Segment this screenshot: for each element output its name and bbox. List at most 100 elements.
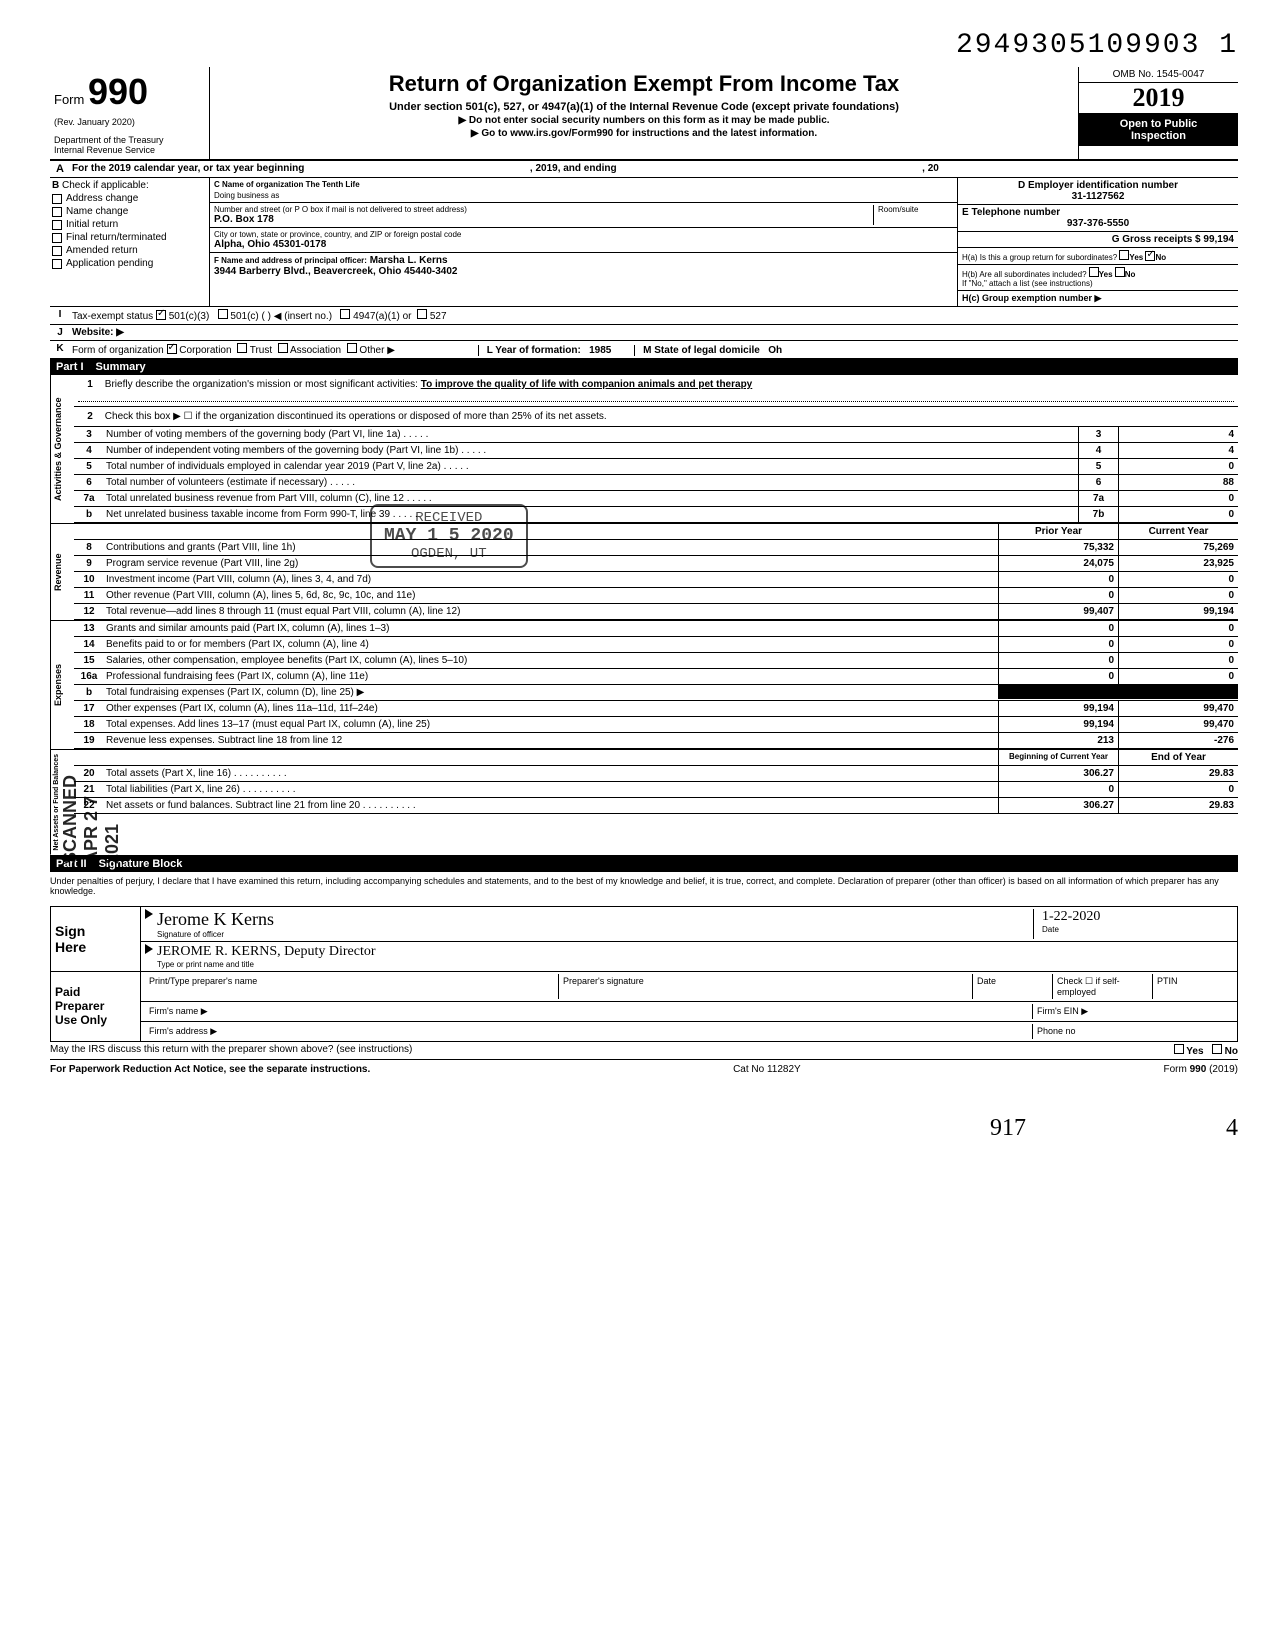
row-desc: Grants and similar amounts paid (Part IX… bbox=[104, 621, 998, 636]
vtab-governance: Activities & Governance bbox=[50, 375, 74, 523]
current-val: 0 bbox=[1118, 572, 1238, 587]
room-label: Room/suite bbox=[878, 205, 953, 214]
row-num: 12 bbox=[74, 604, 104, 619]
org-name-label: C Name of organization The Tenth Life bbox=[214, 180, 953, 189]
hb-yes-checkbox[interactable] bbox=[1089, 267, 1099, 277]
chk-assoc[interactable] bbox=[278, 343, 288, 353]
mission-num: 1 bbox=[78, 379, 102, 390]
label-initial-return: Initial return bbox=[66, 219, 118, 230]
vtab-net-assets: Net Assets or Fund Balances bbox=[50, 750, 74, 855]
ha-yes: Yes bbox=[1129, 253, 1143, 262]
ha-yes-checkbox[interactable] bbox=[1119, 250, 1129, 260]
phone-label: E Telephone number bbox=[962, 207, 1060, 218]
ha-no-checkbox[interactable] bbox=[1145, 251, 1155, 261]
checkbox-name-change[interactable] bbox=[52, 207, 62, 217]
irs-discuss-no[interactable] bbox=[1212, 1044, 1222, 1054]
chk-501c[interactable] bbox=[218, 309, 228, 319]
form-dept: Department of the Treasury Internal Reve… bbox=[54, 135, 205, 155]
chk-corp[interactable] bbox=[167, 344, 177, 354]
triangle-icon bbox=[145, 909, 153, 919]
end-year-header: End of Year bbox=[1118, 750, 1238, 765]
printed-sublabel: Type or print name and title bbox=[157, 960, 1233, 969]
row-num: b bbox=[74, 685, 104, 700]
row-box: 4 bbox=[1078, 443, 1118, 458]
current-val: 99,470 bbox=[1118, 701, 1238, 716]
row-desc: Revenue less expenses. Subtract line 18 … bbox=[104, 733, 998, 748]
opt-4947: 4947(a)(1) or bbox=[353, 311, 411, 322]
perjury-statement: Under penalties of perjury, I declare th… bbox=[50, 872, 1238, 900]
hc-label: H(c) Group exemption number ▶ bbox=[962, 293, 1101, 303]
self-employed-label: Check ☐ if self-employed bbox=[1053, 974, 1153, 999]
row-num: 8 bbox=[74, 540, 104, 555]
opt-501c: 501(c) ( bbox=[230, 311, 264, 322]
hb-no-checkbox[interactable] bbox=[1115, 267, 1125, 277]
current-val: 0 bbox=[1118, 669, 1238, 684]
current-val: 23,925 bbox=[1118, 556, 1238, 571]
city-value: Alpha, Ohio 45301-0178 bbox=[214, 239, 953, 250]
dba-label: Doing business as bbox=[214, 191, 953, 200]
opt-other: Other ▶ bbox=[359, 345, 394, 356]
chk-527[interactable] bbox=[417, 309, 427, 319]
chk-trust[interactable] bbox=[237, 343, 247, 353]
row-desc: Net assets or fund balances. Subtract li… bbox=[104, 798, 998, 813]
chk-4947[interactable] bbox=[340, 309, 350, 319]
checkbox-amended[interactable] bbox=[52, 246, 62, 256]
row-k: K Form of organization Corporation Trust… bbox=[50, 341, 1238, 359]
row-desc: Total fundraising expenses (Part IX, col… bbox=[104, 685, 998, 700]
revenue-row: 12 Total revenue—add lines 8 through 11 … bbox=[74, 604, 1238, 620]
begin-val: 306.27 bbox=[998, 798, 1118, 813]
expense-row: 19 Revenue less expenses. Subtract line … bbox=[74, 733, 1238, 749]
chk-other[interactable] bbox=[347, 343, 357, 353]
row-a-label: A bbox=[50, 161, 70, 177]
row-j: J Website: ▶ bbox=[50, 325, 1238, 341]
revenue-row: 8 Contributions and grants (Part VIII, l… bbox=[74, 540, 1238, 556]
gov-row: 5 Total number of individuals employed i… bbox=[74, 459, 1238, 475]
label-final-return: Final return/terminated bbox=[66, 232, 167, 243]
row-i-label: I bbox=[50, 307, 70, 324]
check-if-applicable: Check if applicable: bbox=[62, 180, 149, 191]
checkbox-initial-return[interactable] bbox=[52, 220, 62, 230]
revenue-row: 11 Other revenue (Part VIII, column (A),… bbox=[74, 588, 1238, 604]
balance-header-row: Beginning of Current Year End of Year bbox=[74, 750, 1238, 766]
end-val: 0 bbox=[1118, 782, 1238, 797]
triangle-icon-2 bbox=[145, 944, 153, 954]
balance-row: 21 Total liabilities (Part X, line 26) .… bbox=[74, 782, 1238, 798]
row-j-label: J bbox=[50, 325, 70, 340]
row-num: 15 bbox=[74, 653, 104, 668]
row-val: 0 bbox=[1118, 507, 1238, 522]
row-a-end: , 20 bbox=[922, 163, 939, 174]
org-name: The Tenth Life bbox=[306, 180, 360, 189]
form-of-org-label: Form of organization bbox=[72, 345, 164, 356]
row-desc: Investment income (Part VIII, column (A)… bbox=[104, 572, 998, 587]
governance-section: Activities & Governance 1 Briefly descri… bbox=[50, 375, 1238, 524]
prior-val: 0 bbox=[998, 621, 1118, 636]
footer-left: For Paperwork Reduction Act Notice, see … bbox=[50, 1064, 370, 1075]
expense-row: 16a Professional fundraising fees (Part … bbox=[74, 669, 1238, 685]
prior-val: 0 bbox=[998, 669, 1118, 684]
prior-val: 0 bbox=[998, 572, 1118, 587]
checkbox-application-pending[interactable] bbox=[52, 259, 62, 269]
expense-row: 17 Other expenses (Part IX, column (A), … bbox=[74, 701, 1238, 717]
ein-label: D Employer identification number bbox=[1018, 180, 1178, 191]
chk-501c3[interactable] bbox=[156, 310, 166, 320]
row-box: 5 bbox=[1078, 459, 1118, 474]
label-application-pending: Application pending bbox=[66, 258, 153, 269]
officer-label: F Name and address of principal officer: bbox=[214, 256, 367, 265]
irs-discuss-yes[interactable] bbox=[1174, 1044, 1184, 1054]
form-revision: (Rev. January 2020) bbox=[54, 117, 205, 127]
expense-row: 15 Salaries, other compensation, employe… bbox=[74, 653, 1238, 669]
row-num: 13 bbox=[74, 621, 104, 636]
gross-value: 99,194 bbox=[1203, 234, 1234, 245]
blackbox bbox=[998, 685, 1118, 699]
checkbox-address-change[interactable] bbox=[52, 194, 62, 204]
phone-value: 937-376-5550 bbox=[962, 218, 1234, 229]
prior-val: 0 bbox=[998, 637, 1118, 652]
row-desc: Total revenue—add lines 8 through 11 (mu… bbox=[104, 604, 998, 619]
row-num: 18 bbox=[74, 717, 104, 732]
row-i: I Tax-exempt status 501(c)(3) 501(c) ( )… bbox=[50, 307, 1238, 325]
line-2-num: 2 bbox=[78, 411, 102, 422]
row-num: 9 bbox=[74, 556, 104, 571]
expense-row: b Total fundraising expenses (Part IX, c… bbox=[74, 685, 1238, 701]
prior-val: 0 bbox=[998, 653, 1118, 668]
checkbox-final-return[interactable] bbox=[52, 233, 62, 243]
